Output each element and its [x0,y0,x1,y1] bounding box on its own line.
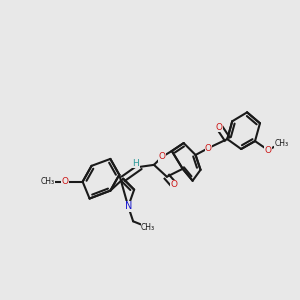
Text: CH₃: CH₃ [141,223,155,232]
Text: O: O [170,180,177,189]
Text: O: O [264,146,272,154]
Text: O: O [158,152,165,161]
Text: CH₃: CH₃ [275,139,289,148]
Text: O: O [216,123,223,132]
Text: N: N [124,202,132,212]
Text: H: H [133,159,139,168]
Text: CH₃: CH₃ [41,177,55,186]
Text: O: O [205,143,212,152]
Text: O: O [61,177,68,186]
